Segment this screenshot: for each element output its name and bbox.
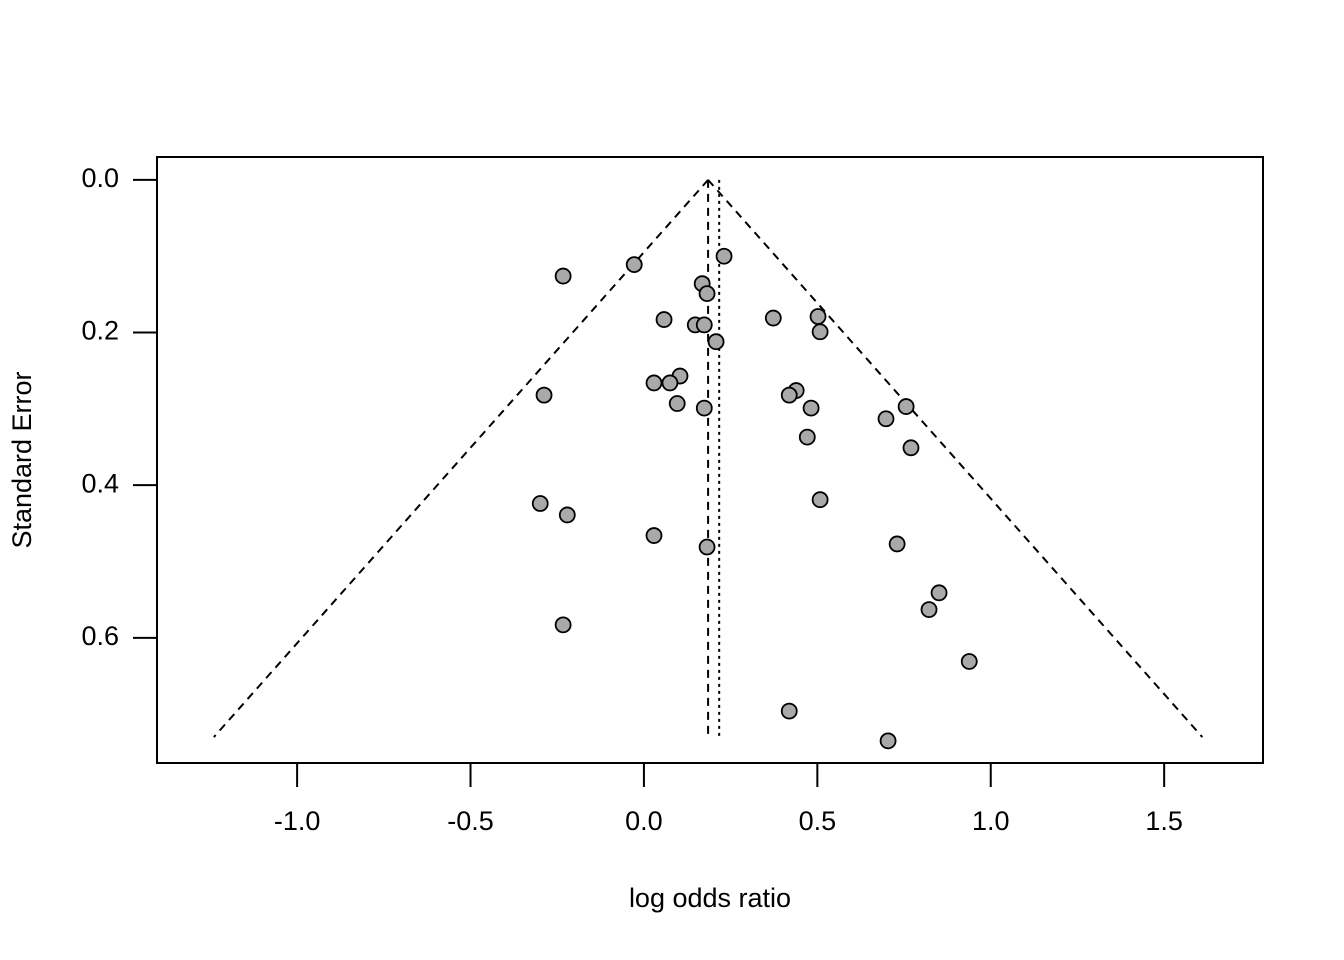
point	[554, 267, 572, 285]
point	[811, 491, 829, 509]
point	[902, 439, 920, 457]
point	[645, 527, 663, 544]
point	[764, 309, 782, 327]
point	[554, 616, 572, 634]
point	[655, 311, 673, 328]
point	[780, 386, 798, 404]
y-tick-label: 0.0	[81, 163, 119, 193]
point	[558, 506, 576, 524]
x-tick-label: 0.0	[625, 806, 663, 836]
point	[877, 410, 895, 428]
x-axis-title: log odds ratio	[629, 883, 791, 913]
point	[715, 247, 733, 265]
x-tick-label: 1.0	[972, 806, 1010, 836]
point	[888, 535, 906, 553]
point	[802, 399, 820, 417]
funnel-line	[213, 179, 709, 738]
point	[809, 308, 827, 325]
point	[879, 732, 897, 750]
y-tick-label: 0.6	[81, 621, 119, 651]
point	[707, 333, 725, 351]
x-tick-label: 1.5	[1145, 806, 1183, 836]
point	[920, 601, 938, 618]
point	[698, 538, 716, 556]
y-tick-label: 0.2	[81, 316, 119, 346]
point	[668, 395, 686, 412]
point	[930, 584, 948, 602]
point	[960, 653, 978, 670]
point	[780, 702, 798, 720]
point	[695, 399, 713, 417]
point	[698, 285, 716, 303]
point	[811, 323, 829, 341]
point	[625, 256, 643, 274]
point	[531, 495, 549, 512]
y-axis-title: Standard Error	[7, 371, 37, 548]
point	[661, 374, 679, 392]
point	[645, 374, 663, 392]
x-tick-label: -1.0	[274, 806, 321, 836]
y-tick-label: 0.4	[81, 468, 119, 498]
point	[897, 398, 915, 415]
point	[535, 386, 553, 404]
point	[798, 428, 816, 446]
x-tick-label: -0.5	[447, 806, 494, 836]
funnel-line	[707, 179, 1204, 738]
plot-box	[156, 156, 1264, 764]
point	[695, 316, 713, 334]
x-tick-label: 0.5	[799, 806, 837, 836]
